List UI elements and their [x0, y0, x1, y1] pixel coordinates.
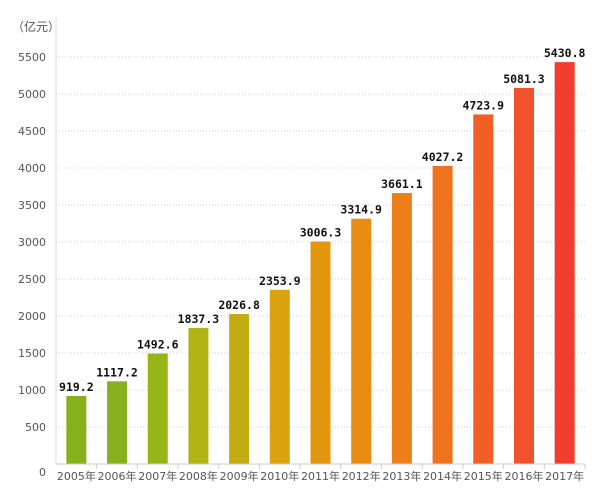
- x-tick-label: 2017年: [545, 469, 584, 483]
- bar: [391, 193, 412, 464]
- y-axis-ticks: 0 500 1000 1500 2000 2500 3000 3500 4000 4500 5000…: [18, 51, 46, 479]
- bar: [310, 241, 331, 464]
- data-label: 1837.3: [178, 312, 220, 326]
- data-label: 5081.3: [503, 72, 545, 86]
- y-tick-label: 2000: [18, 310, 46, 323]
- y-axis-unit-label: （亿元）: [12, 19, 60, 34]
- x-tick-label: 2012年: [342, 469, 381, 483]
- y-tick-label: 5500: [18, 51, 46, 64]
- bars: [66, 62, 575, 465]
- data-label: 3661.1: [381, 177, 423, 191]
- bar: [229, 314, 250, 464]
- y-tick-label: 5000: [18, 88, 46, 101]
- data-label: 1492.6: [137, 338, 179, 352]
- bar: [66, 395, 87, 464]
- bar: [351, 218, 372, 464]
- y-tick-label: 3500: [18, 199, 46, 212]
- x-tick-label: 2014年: [423, 469, 462, 483]
- data-label: 2026.8: [218, 298, 260, 312]
- y-tick-label: 1500: [18, 347, 46, 360]
- y-tick-label: 4500: [18, 125, 46, 138]
- bar: [432, 165, 453, 465]
- y-tick-label: 0: [39, 466, 46, 479]
- x-tick-label: 2011年: [301, 469, 340, 483]
- data-label: 4027.2: [422, 150, 464, 164]
- data-label: 2353.9: [259, 274, 301, 288]
- bar: [513, 87, 534, 465]
- x-tick-label: 2010年: [260, 469, 299, 483]
- x-tick-label: 2006年: [98, 469, 137, 483]
- x-tick-label: 2008年: [179, 469, 218, 483]
- bar: [107, 381, 128, 464]
- bar: [147, 353, 168, 464]
- x-tick-label: 2009年: [220, 469, 259, 483]
- x-tick-label: 2016年: [504, 469, 543, 483]
- x-tick-label: 2007年: [138, 469, 177, 483]
- bar: [269, 289, 290, 464]
- x-tick-label: 2013年: [382, 469, 421, 483]
- y-tick-label: 2500: [18, 273, 46, 286]
- data-label: 1117.2: [96, 365, 138, 379]
- data-label: 4723.9: [462, 98, 504, 112]
- y-tick-label: 500: [25, 421, 46, 434]
- data-label: 3006.3: [300, 226, 342, 240]
- bar: [554, 62, 575, 465]
- y-tick-label: 4000: [18, 162, 46, 175]
- y-tick-label: 1000: [18, 384, 46, 397]
- data-label: 3314.9: [340, 203, 382, 217]
- x-tick-label: 2005年: [57, 469, 96, 483]
- bar: [473, 114, 494, 464]
- x-axis-ticks: 2005年 2006年 2007年 2008年 2009年 2010年 2011年 2012年…: [57, 464, 586, 483]
- data-label: 919.2: [59, 380, 94, 394]
- data-label: 5430.8: [544, 46, 586, 60]
- x-tick-label: 2015年: [464, 469, 503, 483]
- y-tick-label: 3000: [18, 236, 46, 249]
- bar: [188, 328, 209, 464]
